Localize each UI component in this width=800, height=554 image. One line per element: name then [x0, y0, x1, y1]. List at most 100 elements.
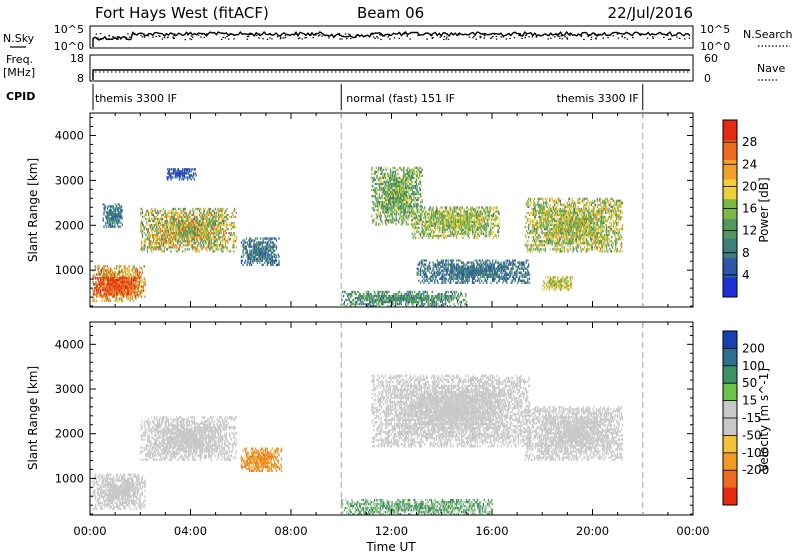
data-cell	[411, 170, 413, 174]
data-cell	[417, 267, 419, 270]
data-cell	[207, 244, 209, 247]
data-cell	[406, 217, 408, 220]
data-cell	[402, 219, 404, 222]
data-cell	[118, 283, 120, 286]
data-cell	[100, 281, 103, 284]
data-cell	[246, 253, 248, 256]
data-cell	[385, 223, 387, 226]
data-cell	[249, 261, 251, 264]
nsearch-dot	[618, 33, 620, 35]
data-cell	[252, 257, 254, 260]
data-cell	[98, 265, 100, 268]
data-cell	[419, 232, 421, 236]
data-cell	[471, 208, 473, 211]
data-cell	[403, 205, 405, 208]
data-cell	[404, 186, 407, 190]
data-cell	[404, 190, 407, 194]
nsearch-dot	[577, 33, 580, 35]
nsearch-dot	[640, 33, 642, 35]
data-cell	[407, 172, 409, 176]
data-cell	[138, 276, 140, 280]
data-cell	[371, 176, 373, 180]
data-cell	[103, 295, 105, 298]
data-cell	[406, 195, 408, 198]
data-cell	[107, 276, 109, 280]
data-cell	[226, 223, 228, 227]
data-cell	[392, 166, 394, 170]
data-cell	[192, 221, 194, 225]
data-cell	[120, 217, 122, 220]
data-cell	[389, 184, 391, 188]
data-cell	[435, 220, 437, 223]
data-cell	[271, 261, 273, 264]
data-cell	[399, 199, 401, 202]
nsearch-dot	[493, 33, 496, 35]
data-cell	[128, 291, 130, 294]
data-cell	[160, 236, 162, 239]
nsearch-dot	[447, 38, 450, 40]
data-cell	[396, 192, 398, 196]
data-cell	[400, 199, 402, 202]
data-cell	[407, 217, 409, 220]
data-cell	[401, 188, 403, 192]
data-cell	[417, 218, 419, 221]
data-cell	[266, 261, 268, 264]
nsearch-dot	[518, 33, 520, 35]
data-cell	[404, 195, 406, 198]
data-cell	[415, 205, 418, 208]
data-cell	[427, 267, 429, 270]
data-cell	[387, 205, 389, 208]
data-cell	[138, 283, 140, 286]
data-cell	[405, 195, 407, 198]
data-cell	[201, 230, 203, 233]
data-cell	[143, 228, 145, 231]
data-cell	[378, 178, 380, 182]
data-cell	[93, 273, 95, 276]
data-cell	[261, 243, 263, 246]
data-cell	[181, 232, 183, 235]
data-cell	[222, 250, 224, 253]
data-cell	[102, 276, 104, 280]
data-cell	[435, 210, 437, 213]
data-cell	[480, 212, 482, 215]
data-cell	[106, 285, 109, 288]
data-cell	[394, 201, 396, 204]
data-cell	[269, 257, 271, 260]
data-cell	[414, 184, 416, 188]
data-cell	[387, 174, 389, 178]
data-cell	[384, 203, 386, 206]
data-cell	[497, 210, 500, 213]
data-cell	[442, 218, 444, 221]
data-cell	[147, 238, 150, 241]
data-cell	[454, 210, 456, 213]
data-cell	[417, 230, 419, 234]
data-cell	[129, 299, 131, 302]
data-cell	[481, 212, 484, 215]
nsearch-dot	[500, 36, 502, 38]
data-cell	[198, 242, 200, 245]
data-cell	[378, 182, 381, 186]
data-cell	[116, 289, 119, 292]
data-cell	[261, 251, 263, 254]
data-cell	[170, 225, 172, 229]
data-cell	[409, 211, 411, 214]
data-cell	[95, 287, 97, 290]
data-cell	[177, 250, 179, 253]
data-cell	[224, 242, 227, 245]
data-cell	[267, 255, 269, 258]
data-cell	[390, 209, 392, 212]
data-cell	[120, 221, 122, 224]
data-cell	[403, 190, 405, 194]
data-cell	[162, 221, 164, 225]
nsearch-dot	[99, 33, 102, 35]
data-cell	[102, 281, 104, 284]
data-cell	[412, 176, 414, 180]
data-cell	[213, 215, 216, 219]
data-cell	[125, 273, 127, 276]
data-cell	[111, 281, 114, 284]
data-cell	[162, 234, 164, 237]
data-cell	[399, 195, 401, 198]
data-cell	[242, 245, 244, 248]
data-cell	[105, 297, 107, 300]
data-cell	[403, 201, 405, 204]
